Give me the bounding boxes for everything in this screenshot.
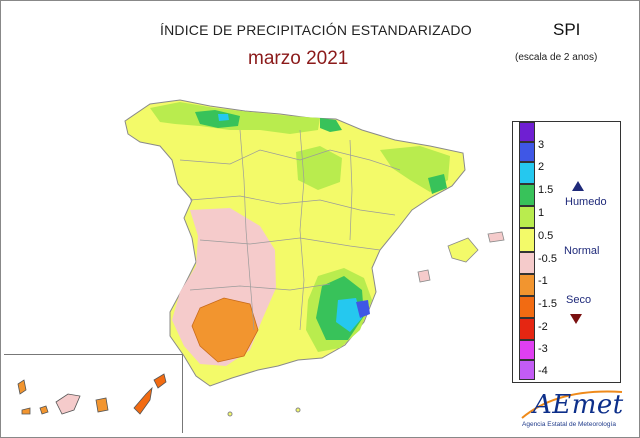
legend-tick: -1 bbox=[538, 275, 548, 287]
legend-swatch bbox=[519, 274, 535, 296]
legend-swatch bbox=[519, 162, 535, 184]
legend-tick: 0.5 bbox=[538, 230, 554, 242]
legend-swatch bbox=[519, 184, 535, 206]
canary-lanzarote bbox=[153, 373, 167, 389]
legend-swatch bbox=[519, 122, 535, 142]
legend-swatch bbox=[519, 206, 535, 228]
aemet-logo-text: AEmet bbox=[533, 390, 624, 420]
balearic-mallorca bbox=[447, 237, 479, 263]
asturias-green-zone bbox=[195, 110, 240, 128]
canary-inset-box bbox=[4, 354, 183, 433]
legend-tick: 3 bbox=[538, 139, 545, 151]
legend-tick: -0.5 bbox=[538, 253, 557, 265]
southeast-cyan-zone bbox=[336, 298, 362, 332]
index-name: SPI bbox=[553, 20, 581, 39]
legend-swatch bbox=[519, 360, 535, 380]
melilla bbox=[295, 407, 301, 413]
legend-swatch bbox=[519, 296, 535, 318]
aemet-logo-swoosh bbox=[521, 390, 623, 419]
legend-tick: 1 bbox=[538, 207, 545, 219]
legend: 3 2 1.5 1 0.5 -0.5 -1 -1.5 -2 -3 -4 bbox=[512, 121, 621, 383]
canary-la-palma bbox=[17, 379, 27, 395]
dry-arrow-icon bbox=[570, 314, 582, 324]
canary-tenerife bbox=[55, 393, 81, 415]
legend-swatch bbox=[519, 228, 535, 252]
canary-la-gomera bbox=[39, 405, 49, 415]
legend-category-normal: Normal bbox=[564, 245, 600, 257]
legend-swatch bbox=[519, 340, 535, 360]
legend-tick: -3 bbox=[538, 343, 548, 355]
canary-el-hierro bbox=[21, 407, 31, 415]
legend-swatch bbox=[519, 252, 535, 274]
asturias-cyan-spot bbox=[218, 114, 229, 121]
balearic-menorca bbox=[487, 231, 505, 243]
canary-gran-canaria bbox=[95, 397, 109, 413]
legend-tick: -1.5 bbox=[538, 298, 557, 310]
scale-note: (escala de 2 anos) bbox=[515, 52, 598, 63]
catalonia-green-spot bbox=[428, 174, 447, 194]
canary-fuerteventura bbox=[133, 386, 153, 415]
province-borders bbox=[179, 129, 401, 331]
central-wet-zone bbox=[296, 146, 342, 190]
legend-tick: -2 bbox=[538, 321, 548, 333]
legend-category-wet: Humedo bbox=[565, 196, 607, 208]
wet-arrow-icon bbox=[572, 181, 584, 191]
legend-swatch bbox=[519, 318, 535, 340]
legend-swatch bbox=[519, 142, 535, 162]
legend-tick: 1.5 bbox=[538, 184, 554, 196]
balearic-ibiza bbox=[417, 269, 431, 283]
legend-category-dry: Seco bbox=[566, 294, 592, 306]
ceuta bbox=[227, 411, 233, 417]
legend-tick: 2 bbox=[538, 161, 545, 173]
aemet-logo-caption: Agencia Estatal de Meteorología bbox=[522, 421, 616, 428]
canary-islands bbox=[17, 373, 167, 415]
map-subtitle: marzo 2021 bbox=[248, 48, 349, 69]
southeast-blue-spot bbox=[356, 300, 370, 318]
map-title: ÍNDICE DE PRECIPITACIÓN ESTANDARIZADO bbox=[160, 22, 472, 38]
legend-tick: -4 bbox=[538, 365, 548, 377]
peninsula-land bbox=[124, 99, 466, 387]
basque-green-zone bbox=[320, 118, 342, 132]
southwest-orange-zone bbox=[191, 297, 259, 363]
